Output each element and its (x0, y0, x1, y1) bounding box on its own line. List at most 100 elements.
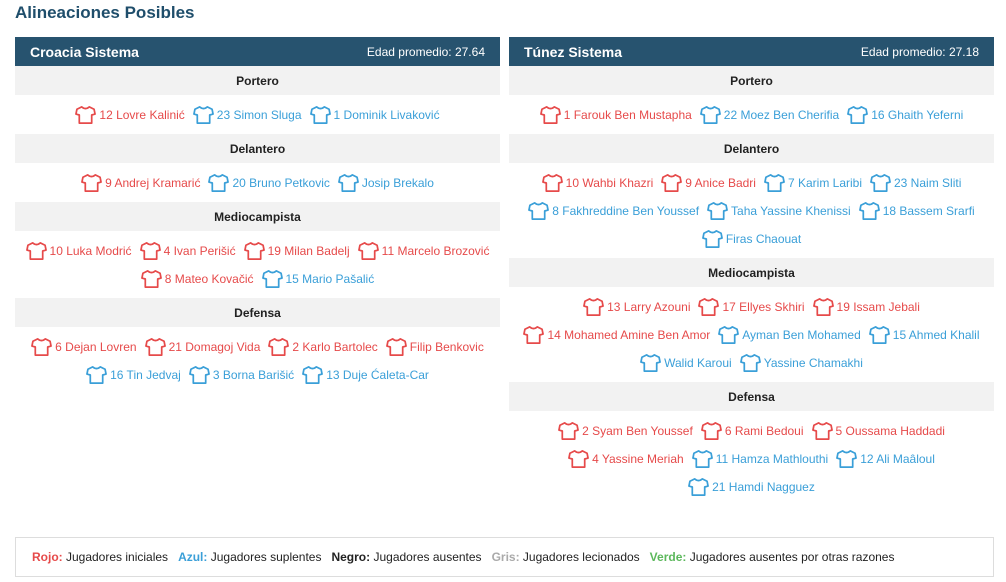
legend-key: Verde: (649, 550, 687, 564)
player-link[interactable]: 15 Ahmed Khalil (868, 325, 980, 345)
player-link[interactable]: Firas Chaouat (701, 229, 801, 249)
player-name: 5 Oussama Haddadi (835, 424, 945, 438)
player-link[interactable]: 23 Naim Sliti (870, 173, 961, 193)
player-link[interactable]: 4 Yassine Meriah (568, 449, 684, 469)
player-name: 6 Dejan Lovren (55, 340, 137, 354)
player-link[interactable]: 21 Hamdi Nagguez (688, 477, 815, 497)
team-panel-tunez: Túnez Sistema Edad promedio: 27.18 Porte… (509, 37, 994, 506)
shirt-icon (208, 174, 230, 192)
shirt-icon (718, 326, 740, 344)
position-header: Portero (509, 66, 994, 95)
player-link[interactable]: 22 Moez Ben Cherifia (699, 105, 839, 125)
player-link[interactable]: 23 Simon Sluga (192, 105, 302, 125)
player-link[interactable]: 5 Oussama Haddadi (811, 421, 945, 441)
player-name: 1 Dominik Livaković (333, 108, 440, 122)
shirt-icon (75, 106, 97, 124)
team-average-age: Edad promedio: 27.64 (366, 44, 485, 59)
player-link[interactable]: 12 Lovre Kalinić (75, 105, 185, 125)
player-name: 16 Ghaith Yeferni (871, 108, 964, 122)
position-header: Defensa (15, 298, 500, 327)
player-name: 19 Issam Jebali (836, 300, 920, 314)
player-link[interactable]: 16 Ghaith Yeferni (847, 105, 963, 125)
player-link[interactable]: 11 Marcelo Brozović (357, 241, 489, 261)
player-name: 17 Ellyes Skhiri (722, 300, 805, 314)
player-name: 23 Simon Sluga (216, 108, 302, 122)
shirt-icon (868, 326, 890, 344)
player-link[interactable]: 8 Mateo Kovačić (140, 269, 254, 289)
player-link[interactable]: 6 Rami Bedoui (700, 421, 804, 441)
player-link[interactable]: Taha Yassine Khenissi (707, 201, 851, 221)
player-link[interactable]: 14 Mohamed Amine Ben Amor (523, 325, 710, 345)
position-header: Delantero (509, 134, 994, 163)
player-link[interactable]: Josip Brekalo (337, 173, 434, 193)
player-link[interactable]: 11 Hamza Mathlouthi (691, 449, 829, 469)
page-title: Alineaciones Posibles (15, 3, 195, 22)
legend-key: Negro: (331, 550, 371, 564)
player-link[interactable]: Filip Benkovic (385, 337, 484, 357)
player-name: 2 Syam Ben Youssef (582, 424, 693, 438)
player-link[interactable]: 21 Domagoj Vida (144, 337, 260, 357)
player-link[interactable]: 15 Mario Pašalić (261, 269, 375, 289)
player-name: 4 Yassine Meriah (592, 452, 684, 466)
legend-item: Negro: Jugadores ausentes (331, 550, 481, 564)
position-header: Portero (15, 66, 500, 95)
player-link[interactable]: 16 Tin Jedvaj (86, 365, 181, 385)
player-link[interactable]: 7 Karim Laribi (764, 173, 862, 193)
shirt-icon (691, 450, 713, 468)
shirt-icon (140, 270, 162, 288)
player-link[interactable]: Walid Karoui (640, 353, 732, 373)
shirt-icon (701, 230, 723, 248)
player-link[interactable]: 9 Andrej Kramarić (81, 173, 200, 193)
player-name: 3 Borna Barišić (212, 368, 295, 382)
shirt-icon (523, 326, 545, 344)
player-link[interactable]: 1 Dominik Livaković (309, 105, 440, 125)
player-name: 14 Mohamed Amine Ben Amor (547, 328, 711, 342)
player-link[interactable]: 18 Bassem Srarfi (858, 201, 975, 221)
player-name: 11 Hamza Mathlouthi (715, 452, 829, 466)
player-link[interactable]: 4 Ivan Perišić (139, 241, 236, 261)
player-link[interactable]: 19 Milan Badelj (243, 241, 350, 261)
player-name: 15 Mario Pašalić (285, 272, 375, 286)
player-name: 9 Anice Badri (685, 176, 756, 190)
player-link[interactable]: 10 Luka Modrić (25, 241, 132, 261)
player-name: 19 Milan Badelj (267, 244, 350, 258)
player-link[interactable]: 3 Borna Barišić (188, 365, 295, 385)
positions-list: Portero 1 Farouk Ben Mustapha 22 Moez Ben … (509, 66, 994, 506)
shirt-icon (688, 478, 710, 496)
shirt-icon (764, 174, 785, 192)
player-link[interactable]: 6 Dejan Lovren (31, 337, 137, 357)
player-name: 7 Karim Laribi (787, 176, 862, 190)
player-link[interactable]: 10 Wahbi Khazri (541, 173, 654, 193)
players-list: 10 Luka Modrić 4 Ivan Perišić 19 Milan Bad… (15, 231, 500, 298)
shirt-icon (385, 338, 407, 356)
shirt-icon (302, 366, 324, 384)
player-link[interactable]: 13 Duje Ćaleta-Car (302, 365, 429, 385)
player-link[interactable]: 20 Bruno Petkovic (208, 173, 330, 193)
player-name: Yassine Chamakhi (763, 356, 863, 370)
position-header: Defensa (509, 382, 994, 411)
player-name: Ayman Ben Mohamed (742, 328, 861, 342)
player-link[interactable]: 12 Ali Maâloul (836, 449, 935, 469)
player-name: Walid Karoui (664, 356, 732, 370)
player-link[interactable]: 2 Syam Ben Youssef (558, 421, 693, 441)
shirt-icon (144, 338, 166, 356)
player-link[interactable]: 13 Larry Azouni (583, 297, 690, 317)
shirt-icon (528, 202, 550, 220)
team-average-age: Edad promedio: 27.18 (860, 44, 979, 59)
player-link[interactable]: Yassine Chamakhi (739, 353, 863, 373)
player-link[interactable]: 19 Issam Jebali (812, 297, 920, 317)
shirt-icon (698, 298, 720, 316)
player-name: 10 Wahbi Khazri (565, 176, 654, 190)
player-link[interactable]: 2 Karlo Bartolec (268, 337, 378, 357)
player-link[interactable]: 9 Anice Badri (661, 173, 756, 193)
player-link[interactable]: 1 Farouk Ben Mustapha (539, 105, 692, 125)
shirt-icon (640, 354, 662, 372)
player-link[interactable]: 17 Ellyes Skhiri (698, 297, 805, 317)
player-link[interactable]: Ayman Ben Mohamed (718, 325, 861, 345)
player-link[interactable]: 8 Fakhreddine Ben Youssef (528, 201, 699, 221)
player-name: 18 Bassem Srarfi (882, 204, 975, 218)
player-name: 8 Mateo Kovačić (164, 272, 254, 286)
legend-description: Jugadores ausentes (370, 550, 482, 564)
team-header: Túnez Sistema Edad promedio: 27.18 (509, 37, 994, 66)
legend-item: Azul: Jugadores suplentes (178, 550, 321, 564)
